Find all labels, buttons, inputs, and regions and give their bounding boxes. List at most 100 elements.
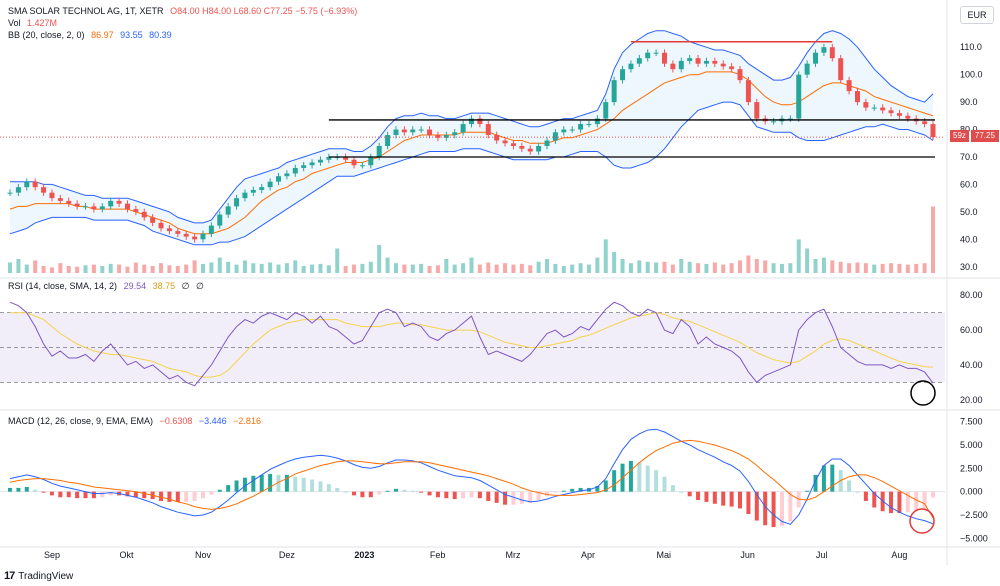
volume-bar (444, 259, 449, 273)
volume-bar (503, 263, 508, 273)
volume-bar (100, 266, 105, 273)
macd-histogram-bar (133, 491, 138, 498)
bar-countdown: 59z (950, 130, 969, 142)
volume-bar (813, 259, 818, 273)
bb-label[interactable]: BB (20, close, 2, 0) (8, 30, 85, 40)
candle-body (301, 165, 307, 168)
candle-body (578, 124, 584, 130)
macd-histogram-bar (511, 491, 516, 505)
macd-highlight-circle (909, 508, 935, 534)
time-axis-label: Mrz (505, 550, 520, 560)
volume-bar (628, 263, 633, 273)
last-price-tag: 59z 77.25 (950, 130, 999, 142)
macd-histogram-bar (284, 474, 289, 492)
volume-bar (159, 263, 164, 273)
candle-body (796, 74, 802, 119)
volume-bar (746, 255, 751, 273)
time-axis-label: Jun (740, 550, 755, 560)
macd-histogram-bar (637, 462, 642, 492)
volume-bar (427, 266, 432, 273)
volume-bar (486, 262, 491, 273)
time-axis-label: Aug (891, 550, 907, 560)
candle-body (183, 233, 189, 237)
brand-name[interactable]: TradingView (18, 570, 74, 582)
macd-axis-tick: −2.500 (960, 510, 988, 520)
macd-histogram-bar (276, 474, 281, 492)
candle-body (645, 52, 651, 59)
candle-body (166, 228, 172, 232)
candle-body (787, 118, 793, 120)
volume-bar (586, 264, 591, 273)
symbol-label[interactable]: SMA SOLAR TECHNOL AG, 1T, XETR (8, 6, 164, 16)
time-axis-label: Dez (279, 550, 296, 560)
candle-body (460, 124, 466, 133)
price-axis-tick: 100.0 (960, 70, 983, 80)
volume-bar (209, 262, 214, 273)
candle-body (519, 146, 525, 149)
macd-histogram-bar (352, 491, 357, 496)
tradingview-logo-icon[interactable]: 17 (4, 570, 15, 582)
volume-bar (33, 260, 38, 273)
bb-upper-value: 93.55 (120, 30, 143, 40)
macd-histogram-bar (595, 486, 600, 492)
macd-histogram-bar (41, 491, 46, 493)
volume-bar (754, 259, 759, 273)
candle-body (804, 63, 810, 75)
macd-histogram-bar (242, 477, 247, 492)
price-axis-tick: 30.0 (960, 262, 978, 272)
macd-histogram-bar (419, 491, 424, 493)
price-axis-tick: 50.0 (960, 207, 978, 217)
time-axis-label: 2023 (354, 550, 374, 560)
candle-body (628, 63, 634, 70)
candle-body (737, 69, 743, 81)
volume-bar (385, 257, 390, 273)
volume-bar (721, 264, 726, 273)
candle-body (687, 58, 693, 61)
candle-body (292, 167, 298, 174)
volume-bar (234, 264, 239, 273)
macd-histogram-bar (821, 465, 826, 492)
candle-body (661, 52, 667, 64)
candle-body (452, 132, 458, 136)
macd-histogram-bar (200, 491, 205, 499)
macd-histogram-bar (58, 491, 63, 498)
bb-upper-line (10, 30, 934, 224)
volume-bar (360, 263, 365, 273)
volume-bar (368, 261, 373, 273)
macd-label[interactable]: MACD (12, 26, close, 9, EMA, EMA) (8, 416, 154, 426)
volume-bar (310, 264, 315, 273)
candle-body (527, 148, 533, 152)
macd-histogram-bar (142, 491, 147, 499)
macd-histogram-bar (696, 491, 701, 501)
candle-body (880, 107, 886, 111)
candle-body (896, 113, 902, 116)
volume-bar (545, 259, 550, 273)
volume-bar (301, 266, 306, 273)
macd-histogram-bar (461, 491, 466, 499)
volume-bar (763, 260, 768, 273)
candle-body (150, 217, 156, 223)
candle-body (469, 118, 474, 125)
macd-histogram-bar (662, 476, 667, 492)
macd-histogram-bar (754, 491, 759, 521)
candle-body (158, 222, 164, 229)
candle-body (359, 165, 365, 167)
candle-body (552, 132, 558, 141)
volume-bar (142, 264, 147, 273)
volume-bar (805, 248, 810, 273)
candle-body (703, 60, 709, 64)
rsi-axis-tick: 80.00 (960, 290, 983, 300)
candle-body (745, 80, 751, 103)
candle-body (678, 60, 684, 70)
currency-button[interactable]: EUR (960, 6, 994, 24)
candle-body (510, 143, 516, 147)
candle-body (871, 107, 877, 109)
rsi-label[interactable]: RSI (14, close, SMA, 14, 2) (8, 281, 118, 291)
last-price-value: 77.25 (970, 130, 999, 142)
bb-fill (10, 30, 933, 245)
candle-body (234, 198, 240, 207)
price-axis-tick: 60.0 (960, 179, 978, 189)
volume-bar (435, 265, 440, 273)
rsi-empty-a: ∅ (181, 281, 190, 291)
macd-histogram-bar (209, 491, 214, 495)
